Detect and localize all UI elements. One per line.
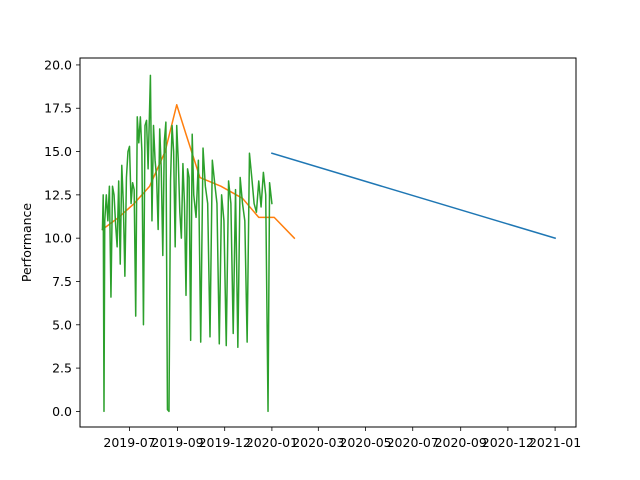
series-layer [101, 74, 557, 413]
y-tick-label: 15.0 [44, 144, 72, 159]
plot-frame [79, 57, 577, 428]
x-tick-label: 2019-09 [151, 435, 203, 450]
y-tick-label: 10.0 [44, 231, 72, 246]
y-tick-label: 7.5 [52, 274, 72, 289]
y-tick-label: 0.0 [52, 404, 72, 419]
y-tick-label: 20.0 [44, 57, 72, 72]
y-axis-label: Performance [19, 203, 34, 283]
x-tick-label: 2020-01 [246, 435, 298, 450]
x-tick-label: 2020-12 [482, 435, 534, 450]
x-tick-label: 2020-09 [435, 435, 487, 450]
y-tick-label: 12.5 [44, 187, 72, 202]
x-tick-label: 2019-12 [199, 435, 251, 450]
x-tick-label: 2020-03 [292, 435, 344, 450]
series-line-1 [270, 152, 557, 240]
series-line-3 [101, 74, 273, 413]
x-tick-label: 2020-07 [387, 435, 439, 450]
y-tick-label: 17.5 [44, 101, 72, 116]
x-tick-label: 2021-01 [529, 435, 581, 450]
y-tick-label: 2.5 [52, 361, 72, 376]
y-axis: 0.0 2.5 5.0 7.5 10.0 12.5 15.0 17.5 20.0 [44, 57, 80, 419]
y-tick-label: 5.0 [52, 317, 72, 332]
x-tick-label: 2020-05 [339, 435, 391, 450]
x-axis: 2019-072019-092019-122020-012020-032020-… [103, 427, 581, 450]
x-tick-label: 2019-07 [103, 435, 155, 450]
